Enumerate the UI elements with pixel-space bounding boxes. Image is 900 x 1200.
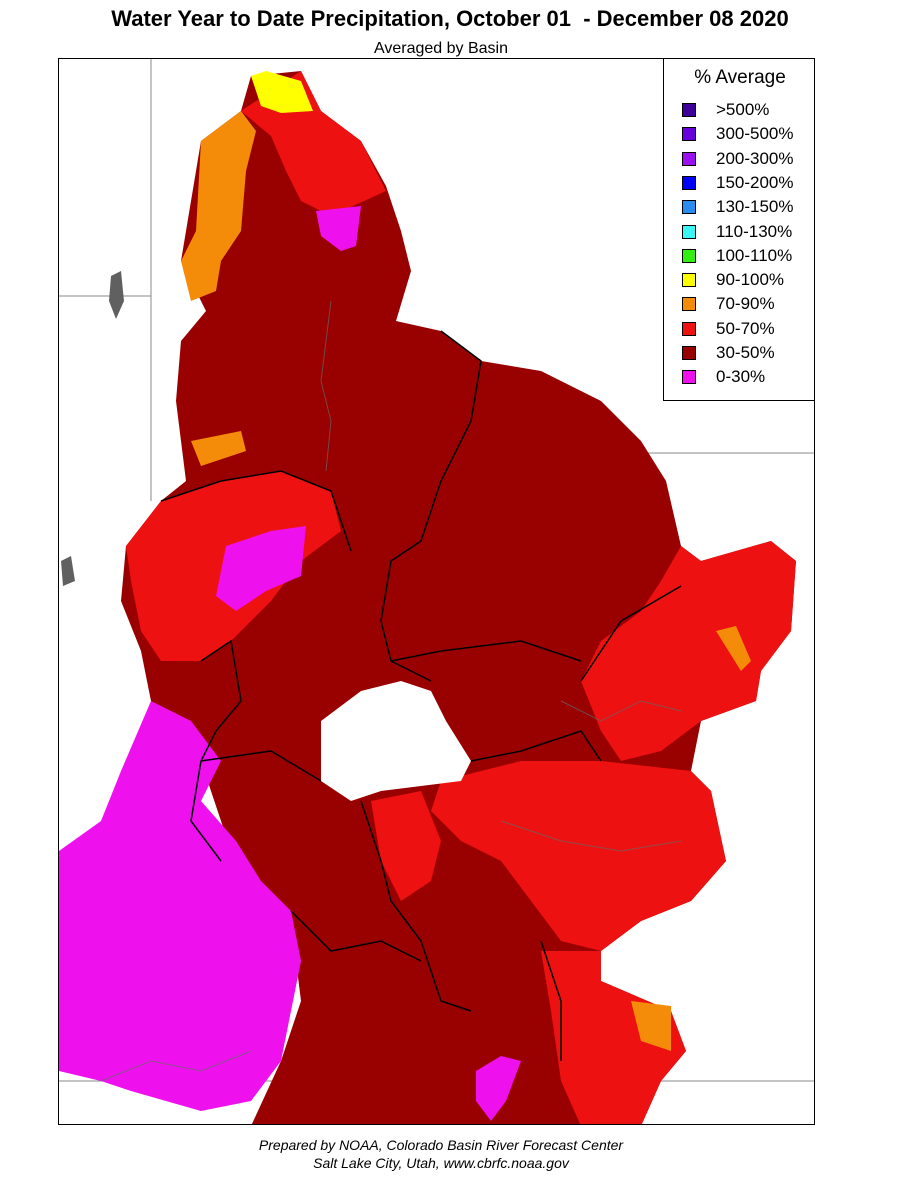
basin-region-50-70-mid (371, 791, 441, 901)
basin-region-70-90-north (181, 111, 256, 301)
map-title: Water Year to Date Precipitation, Octobe… (111, 6, 789, 31)
basin-region-70-90-small-2 (716, 626, 751, 671)
legend-item: 0-30% (682, 366, 765, 388)
legend-label: 110-130% (716, 221, 793, 241)
legend-label: 0-30% (716, 367, 766, 387)
basin-boundaries (160, 330, 682, 1061)
legend-label: 300-500% (716, 124, 794, 144)
legend-swatch (682, 175, 696, 190)
footer-line-1: Prepared by NOAA, Colorado Basin River F… (258, 1137, 624, 1153)
basin-region-0-30-southwest (59, 701, 301, 1111)
basin-region-50-70-south (541, 951, 686, 1124)
legend-item: 130-150% (682, 196, 794, 218)
legend-swatch (682, 224, 696, 239)
legend-item: 30-50% (682, 342, 775, 364)
basin-region-70-90-small-3 (631, 1001, 671, 1051)
legend-label: 30-50% (716, 343, 775, 362)
basin-region-0-30-central (216, 526, 306, 611)
basin-region-0-30-south (476, 1056, 521, 1121)
legend-swatch (682, 127, 696, 142)
legend-swatch (682, 346, 696, 360)
footer-line-2: Salt Lake City, Utah, www.cbrfc.noaa.gov (313, 1155, 569, 1171)
legend-swatch (682, 273, 696, 288)
legend-item: 150-200% (682, 172, 794, 194)
legend-title: % Average (694, 67, 786, 88)
legend-label: 200-300% (716, 148, 794, 168)
legend-label: 70-90% (716, 294, 775, 314)
legend-swatch (682, 248, 696, 263)
legend-swatch (682, 297, 696, 312)
legend-label: >500% (716, 100, 770, 119)
legend-swatch (682, 200, 696, 215)
legend: % Average >500% 300-500% 200-300% 150-200% 1… (663, 58, 815, 401)
basin-region-90-100 (251, 71, 313, 113)
map-subtitle: Averaged by Basin (373, 40, 508, 57)
lakes (61, 271, 124, 586)
legend-label: 90-100% (716, 270, 785, 290)
legend-label: 150-200% (716, 172, 794, 192)
legend-swatch (682, 321, 696, 336)
legend-label: 50-70% (716, 318, 775, 338)
legend-swatch (682, 370, 696, 385)
legend-item: 300-500% (682, 123, 794, 145)
basin-region-50-70-southeast (431, 761, 726, 951)
basin-region-0-30-north (316, 206, 361, 251)
legend-item: 50-70% (682, 318, 775, 340)
legend-item: 100-110% (682, 245, 792, 267)
rivers (100, 300, 682, 1082)
legend-item: 70-90% (682, 293, 775, 315)
legend-item: 110-130% (682, 221, 792, 243)
legend-label: 100-110% (716, 245, 793, 265)
no-data-region-center (321, 681, 471, 801)
basin-map-svg (59, 59, 814, 1124)
legend-swatch (682, 151, 696, 166)
basin-region-70-90-small-1 (191, 431, 246, 466)
legend-item: >500% (682, 99, 769, 121)
legend-item: 200-300% (682, 148, 794, 170)
legend-item: 90-100% (682, 269, 784, 291)
legend-swatch (682, 103, 696, 117)
legend-label: 130-150% (716, 197, 794, 217)
basin-region-50-70-east (581, 541, 796, 761)
